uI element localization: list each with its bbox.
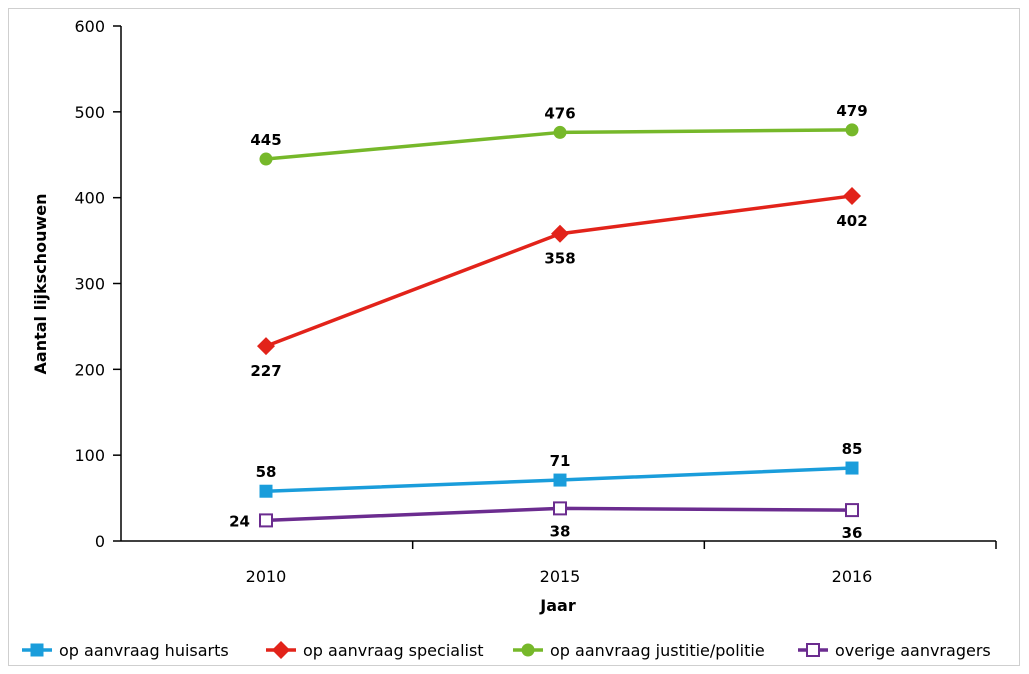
data-label: 445: [250, 131, 281, 149]
legend-label: overige aanvragers: [835, 641, 991, 660]
legend-label: op aanvraag specialist: [303, 641, 484, 660]
data-point: [551, 224, 569, 243]
data-point: [845, 123, 859, 137]
x-tick-label: 2010: [246, 567, 287, 586]
data-point: [257, 337, 275, 356]
data-point: [259, 484, 273, 498]
y-tick-label: 100: [74, 446, 105, 465]
x-tick-label: 2015: [540, 567, 581, 586]
legend-label: op aanvraag justitie/politie: [550, 641, 765, 660]
data-label: 71: [550, 452, 571, 470]
y-tick-label: 300: [74, 275, 105, 294]
data-point: [553, 501, 567, 516]
y-tick-label: 0: [95, 532, 105, 551]
data-label: 24: [229, 512, 250, 530]
legend-label: op aanvraag huisarts: [59, 641, 229, 660]
data-point: [845, 461, 859, 475]
data-label: 227: [250, 362, 281, 380]
data-point: [553, 473, 567, 487]
y-tick-label: 400: [74, 189, 105, 208]
data-label: 358: [544, 250, 575, 268]
data-label: 36: [842, 524, 863, 542]
y-tick-label: 500: [74, 103, 105, 122]
data-label: 476: [544, 104, 575, 122]
data-point: [259, 513, 273, 528]
data-labels: 58 71 85 227 358 402 445 476 479 24 38 36: [229, 102, 868, 542]
data-label: 85: [842, 440, 863, 458]
data-label: 38: [550, 522, 571, 540]
data-point: [843, 186, 861, 205]
legend-swatch-marker: [806, 643, 820, 657]
y-axis-title: Aantal lijkschouwen: [31, 194, 50, 375]
chart-frame: [8, 8, 1020, 666]
legend-swatch-marker: [521, 643, 535, 657]
y-tick-label: 200: [74, 360, 105, 379]
y-tick-label: 600: [74, 17, 105, 36]
axes: 0 100 200 300 400 500 600 2010 2015 2016: [74, 17, 997, 586]
data-point: [553, 125, 567, 139]
data-point: [845, 503, 859, 518]
data-label: 479: [836, 102, 867, 120]
legend-swatch-marker: [272, 641, 290, 659]
legend: op aanvraag huisarts op aanvraag speciali…: [22, 641, 991, 660]
data-label: 58: [256, 463, 277, 481]
series-markers: [257, 123, 861, 528]
data-label: 402: [836, 212, 867, 230]
data-point: [259, 152, 273, 166]
x-axis-title: Jaar: [539, 596, 576, 615]
x-tick-label: 2016: [832, 567, 873, 586]
legend-swatch-marker: [30, 643, 44, 657]
series-line: [265, 194, 853, 348]
